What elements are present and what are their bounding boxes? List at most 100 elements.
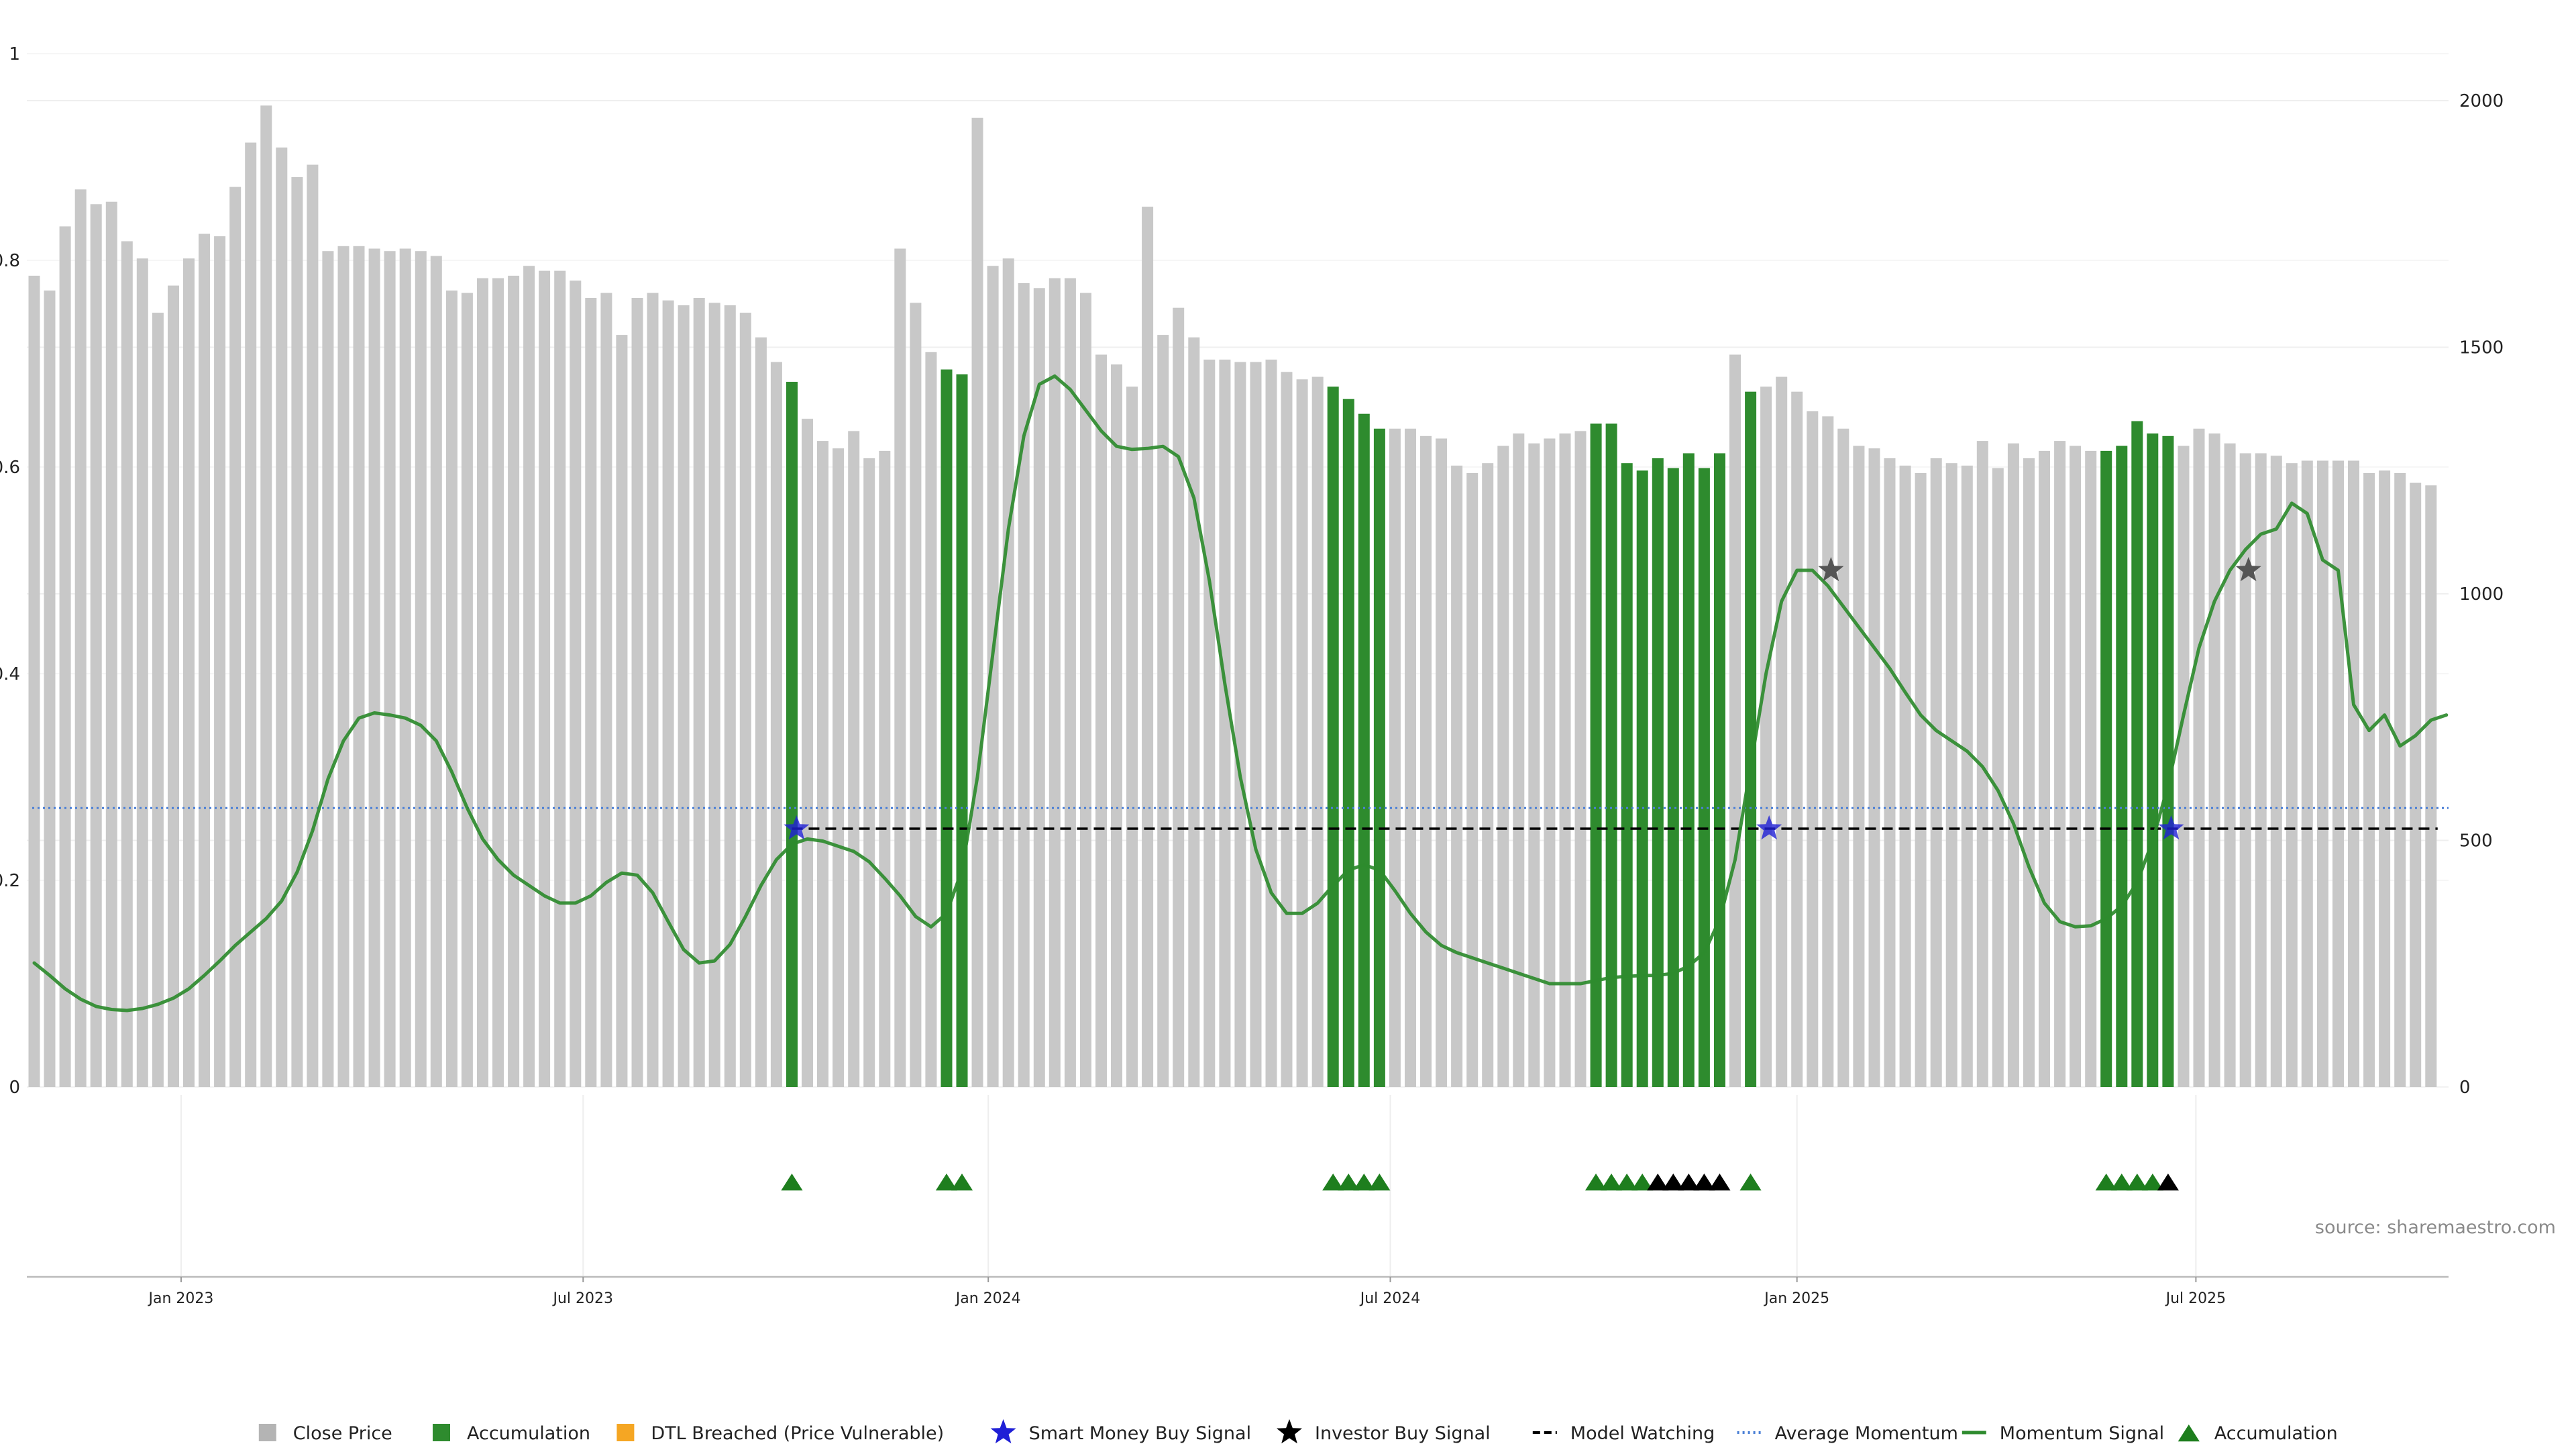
close-price-bar <box>1405 428 1416 1087</box>
legend-label: Accumulation <box>2214 1423 2338 1444</box>
close-price-bar <box>2301 460 2313 1087</box>
legend-item-7: Momentum Signal <box>1962 1423 2164 1444</box>
close-price-bar <box>879 450 891 1087</box>
close-price-bar <box>2425 485 2437 1087</box>
accumulation-bar <box>2131 421 2143 1087</box>
right-tick-label: 2000 <box>2459 91 2504 111</box>
close-price-bar <box>1281 372 1293 1088</box>
accumulation-bar <box>1682 453 1695 1087</box>
close-price-bar <box>724 305 736 1087</box>
close-price-bar <box>1776 376 1788 1087</box>
close-price-bar <box>863 458 875 1087</box>
close-price-bar <box>508 275 520 1087</box>
close-price-bar <box>1729 354 1741 1087</box>
x-tick-label: Jul 2023 <box>552 1290 614 1307</box>
close-price-bar <box>1559 433 1571 1087</box>
legend-swatch <box>433 1424 450 1441</box>
legend-label: Investor Buy Signal <box>1315 1423 1491 1444</box>
accumulation-bar <box>1636 470 1648 1088</box>
close-price-bar <box>1497 446 1509 1087</box>
accumulation-bar <box>786 382 798 1087</box>
close-price-bar <box>1884 458 1896 1087</box>
close-price-bar <box>1079 293 1091 1088</box>
close-price-bar <box>1868 448 1880 1087</box>
accumulation-bar <box>2116 446 2128 1087</box>
close-price-bar <box>105 201 117 1088</box>
close-price-bar <box>1296 379 1308 1087</box>
close-price-bar <box>570 280 582 1087</box>
accumulation-marker-10 <box>1631 1174 1654 1191</box>
accumulation-markers <box>781 1174 2179 1191</box>
close-price-bar <box>1853 446 1865 1087</box>
accumulation-marker-3 <box>1322 1174 1344 1191</box>
close-price-bar <box>987 266 999 1088</box>
close-price-bar <box>1250 362 1262 1087</box>
close-price-bar <box>337 246 350 1087</box>
accumulation-bar <box>1342 399 1354 1088</box>
accumulation-marker-14 <box>1693 1174 1715 1191</box>
close-price-bar <box>1945 463 1957 1087</box>
close-price-bar <box>910 303 922 1087</box>
close-price-bar <box>1033 288 1045 1087</box>
accumulation-marker-11 <box>1647 1174 1669 1191</box>
close-price-bar <box>368 248 380 1087</box>
close-price-bar <box>894 248 906 1087</box>
accumulation-marker-1 <box>935 1174 958 1191</box>
smart-money-buy-star-2 <box>2158 815 2184 840</box>
accumulation-bar <box>2100 450 2112 1087</box>
close-price-bar <box>925 352 937 1087</box>
investor-buy-star-0 <box>1818 557 1844 582</box>
close-price-bar <box>554 270 566 1088</box>
close-price-bar <box>1976 441 1988 1087</box>
accumulation-bar <box>1590 423 1602 1087</box>
close-price-bar <box>1807 411 1819 1087</box>
close-price-bar <box>2178 446 2190 1087</box>
close-price-bar <box>833 448 845 1087</box>
accumulation-bar <box>1745 391 1757 1088</box>
close-price-bar <box>1111 364 1122 1088</box>
accumulation-marker-12 <box>1662 1174 1684 1191</box>
close-price-bar <box>523 266 535 1088</box>
close-price-bar <box>2054 441 2066 1087</box>
close-price-bar <box>44 291 56 1087</box>
close-price-bar <box>631 298 643 1087</box>
legend-label: Smart Money Buy Signal <box>1029 1423 1252 1444</box>
close-price-bar <box>2332 460 2344 1087</box>
close-price-bar <box>539 270 551 1088</box>
close-price-bar <box>1760 386 1772 1087</box>
close-price-bar <box>1791 391 1803 1088</box>
close-price-bar <box>600 293 612 1088</box>
close-price-bar <box>1389 428 1401 1087</box>
close-price-bar <box>1203 359 1216 1087</box>
close-price-bar <box>770 362 782 1087</box>
accumulation-bar <box>1667 468 1679 1087</box>
right-tick-label: 1000 <box>2459 584 2504 605</box>
close-price-bar <box>1915 472 1927 1087</box>
close-price-bar <box>477 278 488 1088</box>
close-price-bar <box>183 258 195 1088</box>
close-price-bar <box>2007 443 2019 1087</box>
accumulation-marker-4 <box>1338 1174 1360 1191</box>
accumulation-marker-7 <box>1585 1174 1607 1191</box>
close-price-bar <box>693 298 705 1087</box>
close-price-bar <box>415 251 427 1088</box>
close-price-bar <box>384 251 396 1088</box>
x-tick-label: Jan 2023 <box>148 1290 214 1307</box>
accumulation-marker-19 <box>2126 1174 2148 1191</box>
close-price-bar <box>678 305 690 1087</box>
x-tick-label: Jan 2024 <box>955 1290 1021 1307</box>
close-price-bar <box>708 303 720 1087</box>
close-price-bars <box>28 105 2437 1088</box>
close-price-bar <box>322 251 334 1088</box>
close-price-bar <box>1482 463 1494 1087</box>
accumulation-bar <box>1327 386 1339 1087</box>
legend-item-8: Accumulation <box>2178 1423 2338 1444</box>
legend-star-icon <box>990 1419 1016 1444</box>
close-price-bar <box>229 187 241 1088</box>
close-price-bar <box>2224 443 2236 1087</box>
close-price-bar <box>260 105 272 1087</box>
close-price-bar <box>461 293 473 1088</box>
right-tick-label: 500 <box>2459 831 2493 851</box>
close-price-bar <box>2239 453 2251 1087</box>
